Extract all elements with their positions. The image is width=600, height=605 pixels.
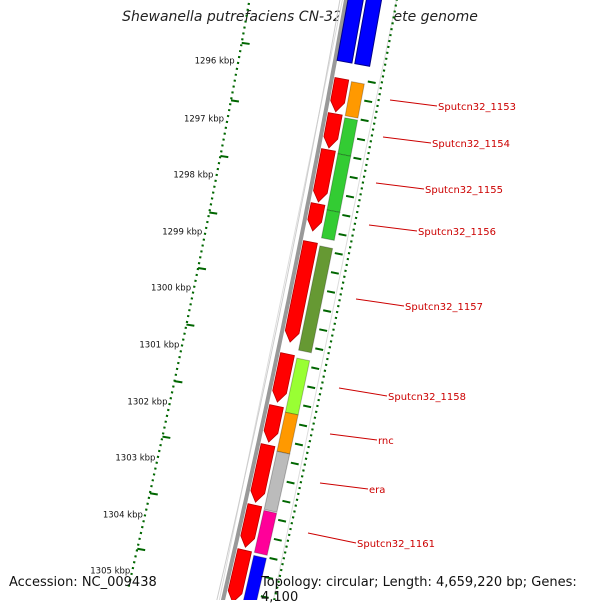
outer-tick-mark: [315, 347, 324, 351]
rnc-label: rnc: [378, 436, 394, 447]
outer-tick-mark: [294, 442, 304, 447]
blue-feature-bottom: [243, 554, 267, 600]
outer-tick-mark: [298, 423, 308, 428]
outer-tick-mark: [273, 537, 282, 542]
kbp-tick: [197, 267, 207, 271]
sputcn32-1158-label: Sputcn32_1158: [388, 392, 466, 403]
outer-tick-mark: [334, 252, 343, 256]
cds-arrow: [272, 352, 295, 403]
sputcn32-1156-label: Sputcn32_1156: [418, 227, 496, 238]
kbp-tick-label: 1302 kbp: [127, 398, 167, 408]
kbp-tick: [162, 435, 171, 439]
label-leader-line: [338, 387, 388, 397]
outer-tick-mark: [342, 213, 351, 218]
outer-tick-mark: [290, 461, 299, 466]
outer-tick-mark: [269, 557, 278, 561]
genome-backbone-edge: [216, 0, 341, 600]
outer-tick-mark: [286, 480, 295, 485]
outer-tick-mark: [307, 385, 316, 390]
outer-tick-mark: [364, 99, 373, 104]
outer-tick-mark: [277, 518, 287, 523]
cds-arrow: [313, 148, 336, 203]
cds-arrow: [263, 404, 284, 443]
outer-tick-mark: [322, 309, 332, 313]
orange-feature: [344, 81, 365, 119]
kbp-tick: [220, 154, 229, 159]
sputcn32-1161-label: Sputcn32_1161: [357, 539, 435, 550]
sputcn32-1155-label: Sputcn32_1155: [425, 185, 503, 196]
outer-tick-mark: [349, 175, 358, 180]
cds-arrow: [307, 202, 326, 232]
kbp-tick-label: 1298 kbp: [173, 171, 213, 181]
outer-tick-mark: [330, 271, 339, 275]
era-label: era: [369, 485, 385, 496]
kbp-tick-label: 1296 kbp: [195, 57, 235, 67]
genome-backbone: [220, 0, 349, 600]
kbp-tick-label: 1305 kbp: [90, 567, 130, 577]
outer-tick-mark: [303, 404, 312, 409]
outer-dotted-line: [273, 0, 398, 600]
kbp-tick-label: 1304 kbp: [103, 511, 143, 521]
label-leader-line: [375, 182, 425, 190]
cds-arrow: [227, 548, 252, 600]
sputcn32-1153-label: Sputcn32_1153: [438, 102, 516, 113]
kbp-tick-label: 1299 kbp: [162, 228, 202, 238]
outer-tick-mark: [260, 595, 269, 599]
label-leader-line: [382, 136, 432, 144]
outer-tick-mark: [319, 328, 328, 332]
kbp-tick: [186, 323, 195, 327]
label-leader-line: [389, 99, 438, 107]
label-leader-line: [368, 224, 418, 232]
outer-tick-mark: [338, 233, 347, 237]
label-leader-line: [329, 433, 378, 441]
outer-tick-mark: [265, 576, 274, 580]
green-feature: [320, 209, 341, 241]
outer-tick-mark: [345, 194, 355, 199]
cds-arrow: [240, 503, 263, 548]
kbp-tick-label: 1303 kbp: [115, 454, 155, 464]
outer-tick-mark: [311, 366, 320, 371]
sputcn32-1154-label: Sputcn32_1154: [432, 139, 510, 150]
cds-arrow: [284, 240, 318, 343]
kbp-tick: [174, 380, 183, 384]
kbp-tick: [241, 41, 250, 45]
cds-arrow: [330, 77, 350, 113]
olive-feature: [298, 245, 334, 354]
cds-arrow: [323, 112, 343, 149]
outer-tick-mark: [353, 156, 362, 161]
gray-feature: [263, 450, 291, 513]
label-leader-line: [307, 532, 357, 544]
kbp-tick-label: 1301 kbp: [139, 341, 179, 351]
cds-arrow: [250, 443, 276, 503]
label-leader-line: [319, 482, 369, 490]
kbp-tick: [137, 547, 146, 552]
label-leader-line: [355, 298, 405, 307]
genome-summary-text: Topology: circular; Length: 4,659,220 bp…: [261, 575, 577, 605]
kbp-tick-label: 1300 kbp: [151, 284, 191, 294]
kbp-tick: [230, 99, 240, 103]
sputcn32-1157-label: Sputcn32_1157: [405, 302, 483, 313]
outer-tick-mark: [360, 118, 369, 123]
blue-feature-top-left: [336, 0, 364, 64]
blue-feature-top-right: [354, 0, 383, 67]
tick-dotted-line: [127, 0, 251, 589]
kbp-tick: [209, 211, 218, 215]
kbp-tick: [149, 492, 158, 496]
magenta-feature: [253, 509, 278, 556]
kbp-tick-label: 1297 kbp: [184, 115, 224, 125]
outer-tick-mark: [326, 290, 336, 294]
outer-tick-mark: [367, 80, 376, 84]
accession-text: Accession: NC_009438: [9, 575, 157, 590]
outer-tick-mark: [282, 499, 291, 504]
outer-tick-mark: [356, 137, 366, 142]
